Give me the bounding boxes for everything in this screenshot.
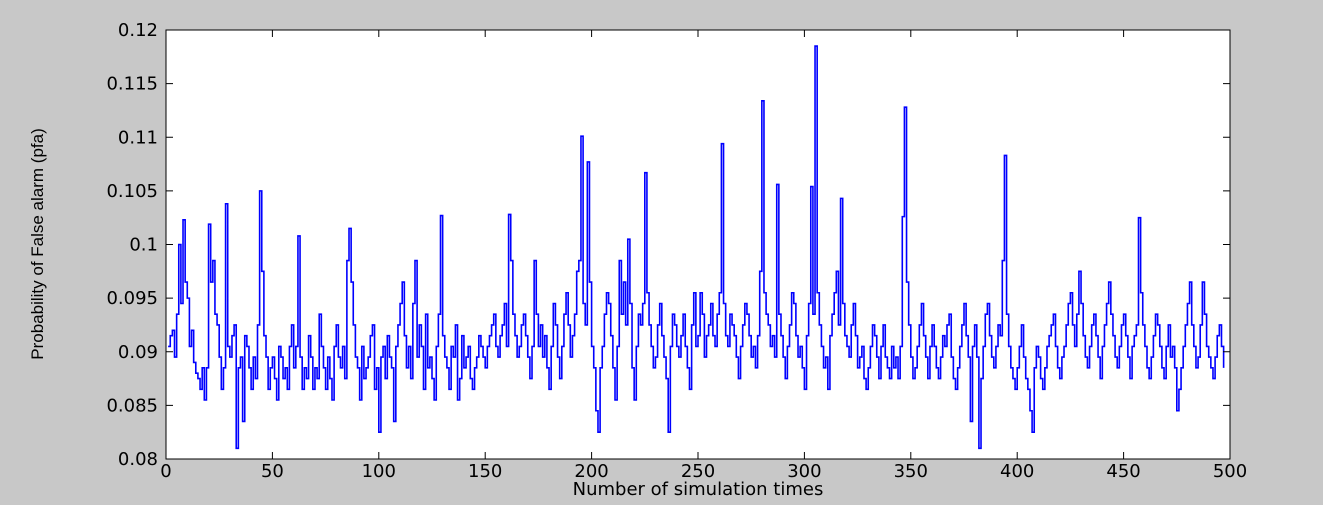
x-tick-label: 100 — [362, 461, 396, 482]
x-tick-label: 200 — [574, 461, 608, 482]
y-tick-label: 0.11 — [118, 127, 158, 148]
x-tick-label: 250 — [681, 461, 715, 482]
y-tick-label: 0.09 — [118, 342, 158, 363]
x-tick-label: 450 — [1106, 461, 1140, 482]
axes-background — [166, 30, 1230, 459]
y-tick-label: 0.08 — [118, 449, 158, 470]
y-tick-label: 0.115 — [106, 74, 158, 95]
x-tick-label: 0 — [160, 461, 171, 482]
y-tick-label: 0.085 — [106, 395, 158, 416]
y-tick-label: 0.1 — [129, 235, 158, 256]
x-tick-label: 50 — [261, 461, 284, 482]
tick-layer: 0 50 100 150 200 250 300 350 400 450 500 0.08 0.085 0… — [106, 20, 1247, 482]
x-tick-label: 300 — [787, 461, 821, 482]
x-axis-label: Number of simulation times — [573, 479, 824, 500]
y-tick-label: 0.12 — [118, 20, 158, 41]
data-line-layer — [168, 45, 1225, 450]
x-tick-label: 150 — [468, 461, 502, 482]
x-tick-label: 400 — [1000, 461, 1034, 482]
y-tick-label: 0.105 — [106, 181, 158, 202]
x-tick-label: 500 — [1213, 461, 1247, 482]
y-tick-label: 0.095 — [106, 288, 158, 309]
y-axis-label: Probability of False alarm (pfa) — [28, 128, 47, 359]
x-tick-label: 350 — [894, 461, 928, 482]
axes-frame — [165, 29, 1231, 460]
data-series-line-0 — [168, 45, 1225, 450]
